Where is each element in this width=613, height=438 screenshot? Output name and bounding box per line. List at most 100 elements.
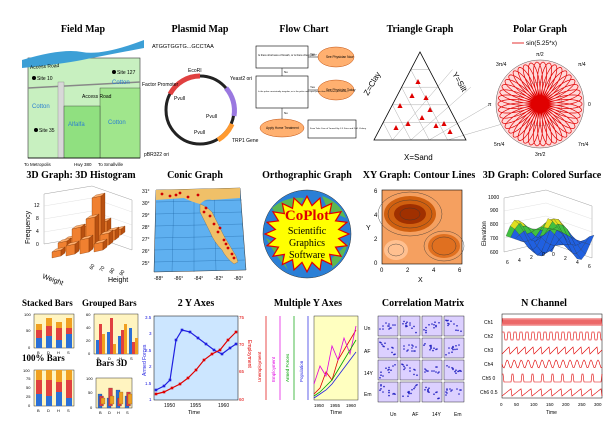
plasmid-label-yeast: Yeast2 ori <box>230 76 252 82</box>
pct-bar-segment <box>66 380 72 398</box>
corr-point <box>435 391 437 394</box>
corr-point <box>406 321 408 323</box>
twoy-ltick: 2 <box>149 364 152 369</box>
multiy-xtick: 1960 <box>346 403 357 408</box>
corr-point <box>403 320 405 323</box>
polar-legend: sin(5.25*x) <box>526 40 557 47</box>
corr-point <box>454 348 456 351</box>
correlation-matrix-panel: Correlation Matrix Un AF 14Y Em Un AF 14… <box>362 298 484 423</box>
corr-point <box>405 325 407 328</box>
triangle-marker <box>409 93 415 98</box>
conic-lon-tick: -80° <box>234 276 243 282</box>
bars3d-cat: S <box>126 410 129 415</box>
plasmid-map-figure: ATGGTGGTG...GCCTAA Factor Promoter EcoRI… <box>142 44 259 158</box>
pct-cat: H <box>57 408 60 413</box>
grouped-bar <box>107 332 110 354</box>
coplot-brand: CoPlot <box>285 208 329 224</box>
field-map-label-road1: Access Road <box>30 63 60 71</box>
twoy-xtick: 1960 <box>218 403 229 409</box>
corr-point <box>433 370 435 372</box>
corr-point <box>388 366 390 369</box>
flow-chart-figure: Is there shortness of breath, or is ther… <box>255 45 367 139</box>
corr-point <box>456 388 458 390</box>
corr-point <box>388 391 390 394</box>
twoy-ltick: 1 <box>149 397 152 402</box>
stacked-bar-segment <box>46 336 52 348</box>
corr-point <box>427 370 429 372</box>
polar-label-0: 0 <box>588 102 591 108</box>
field-map-label-site127: Site 127 <box>117 70 136 76</box>
corr-point <box>436 366 438 368</box>
n-channel-figure: Ch1 Ch2 Ch3 Ch4 Ch5 0 Ch6 0.5 0 50 100 1… <box>480 313 603 416</box>
multiy-xtick: 1955 <box>330 403 341 408</box>
surface-xtick: 0 <box>542 252 545 258</box>
triangle-graph-figure: Z=Clay Y=Silt X=Sand <box>362 51 508 162</box>
multiple-y-axes-figure: Unemployment Employment Armed Forces Pop… <box>257 315 359 416</box>
corr-point <box>430 347 432 350</box>
pct-ytick: 0 <box>28 403 31 408</box>
corr-point <box>415 331 417 334</box>
orthographic-graph-panel: Orthographic Graph CoPlot Scientific Gra… <box>252 170 362 285</box>
stacked-bars-title: Stacked Bars <box>22 298 73 308</box>
triangle-axis-x: X=Sand <box>404 153 433 162</box>
corr-point <box>424 368 426 370</box>
corr-point <box>381 343 383 346</box>
histogram-zlabel: Height <box>108 277 128 284</box>
corr-point <box>392 393 394 395</box>
corr-point <box>379 377 381 379</box>
corr-col-label: 14Y <box>432 412 442 418</box>
corr-point <box>413 325 415 328</box>
nchan-xtick: 300 <box>594 402 602 407</box>
corr-row-label: AF <box>364 349 370 355</box>
grouped-bar <box>121 330 124 354</box>
coplot-tagline-3: Software <box>289 250 326 261</box>
corr-point <box>379 389 381 391</box>
surface-ztick: 1000 <box>488 195 499 201</box>
nchan-label: Ch6 0.5 <box>480 390 498 396</box>
conic-marker <box>216 230 220 234</box>
flow-node-4: See Physician Today <box>326 88 356 92</box>
corr-point <box>415 346 417 348</box>
corr-point <box>380 388 382 390</box>
multiy-axis-label-2: Employment <box>271 356 276 382</box>
histogram-bar-top <box>51 246 66 253</box>
twoy-blue-marker <box>204 342 208 346</box>
twoy-blue-marker <box>180 328 184 332</box>
bar3d <box>127 393 133 405</box>
histogram-ztick: 70 <box>99 265 107 273</box>
nchan-label: Ch3 <box>484 348 493 354</box>
twoy-rtick: 70 <box>239 342 245 347</box>
corr-point <box>430 344 432 347</box>
twoy-blue-marker <box>174 338 178 342</box>
histogram-bar-top <box>93 238 108 245</box>
surface-ytick: 4 <box>576 260 579 266</box>
nchan-xlabel: Time <box>546 410 557 416</box>
contour-xtick: 4 <box>432 268 436 274</box>
corr-point <box>454 370 456 373</box>
flow-node-3: Is the pulse consistently irregular, or … <box>258 90 349 93</box>
corr-row-label: Un <box>364 326 371 332</box>
twoy-red-marker <box>202 358 206 362</box>
triangle-marker <box>419 115 425 120</box>
conic-lon-tick: -88° <box>154 276 163 282</box>
corr-point <box>425 386 427 389</box>
twoy-red-marker <box>178 382 182 386</box>
corr-point <box>407 391 409 393</box>
triangle-marker <box>397 103 403 108</box>
corr-point <box>428 391 430 393</box>
corr-point <box>394 324 396 326</box>
corr-point <box>392 347 394 349</box>
pct-bar-segment <box>56 392 62 406</box>
corr-cell <box>421 315 443 337</box>
twoy-red-marker <box>210 352 214 356</box>
grouped-cat: H <box>119 356 122 361</box>
corr-point <box>451 367 453 369</box>
corr-point <box>382 328 384 330</box>
corr-point <box>445 391 447 393</box>
twoy-left-label: Armed Forces <box>142 344 148 376</box>
corr-col-label: Un <box>390 412 397 418</box>
stacked-cat: D <box>47 350 50 355</box>
conic-marker <box>186 195 190 199</box>
triangle-axis-y: Y=Silt <box>450 71 469 94</box>
pct-bar-segment <box>36 380 42 394</box>
